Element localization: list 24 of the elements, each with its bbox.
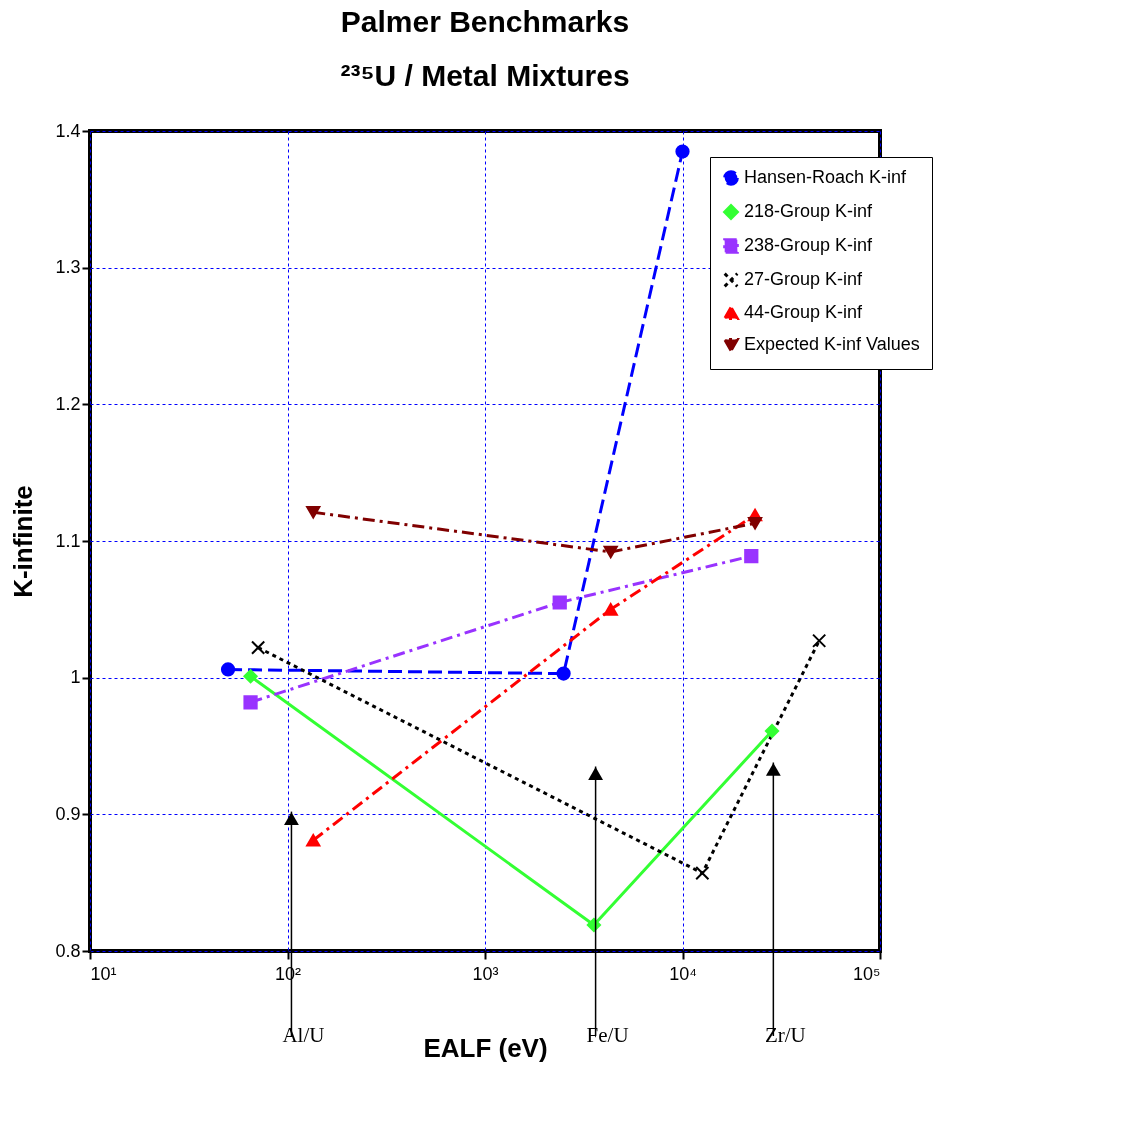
y-tick-label: 0.9 (55, 803, 81, 824)
text: Zr/U (764, 1023, 806, 1047)
legend-label: Expected K-inf Values (744, 334, 920, 354)
chart-subtitle: ²³⁵U / Metal Mixtures (340, 59, 630, 92)
y-tick-label: 1.2 (55, 393, 81, 414)
y-tick-label: 1.1 (55, 530, 81, 551)
y-tick-label: 1 (70, 667, 81, 688)
y-tick-label: 1.4 (55, 120, 81, 141)
x-tick-label: 10¹ (90, 963, 117, 984)
legend-label: 44-Group K-inf (744, 302, 864, 322)
legend-label: 27-Group K-inf (744, 269, 864, 289)
y-axis-title: K-infinite (8, 485, 39, 598)
chart-title: Palmer Benchmarks (340, 5, 630, 38)
legend-label: 218-Group K-inf (744, 201, 874, 221)
text: Fe/U (586, 1023, 629, 1047)
legend-label: Hansen-Roach K-inf (744, 167, 908, 187)
legend-label: 238-Group K-inf (744, 235, 874, 255)
x-tick-label: 10³ (472, 963, 499, 984)
text: Al/U (282, 1023, 325, 1047)
x-tick-label: 10⁴ (669, 963, 697, 984)
x-tick-label: 10⁵ (853, 963, 881, 984)
x-axis-title: EALF (eV) (423, 1032, 548, 1063)
y-tick-label: 1.3 (55, 257, 81, 278)
y-tick-label: 0.8 (55, 940, 81, 961)
